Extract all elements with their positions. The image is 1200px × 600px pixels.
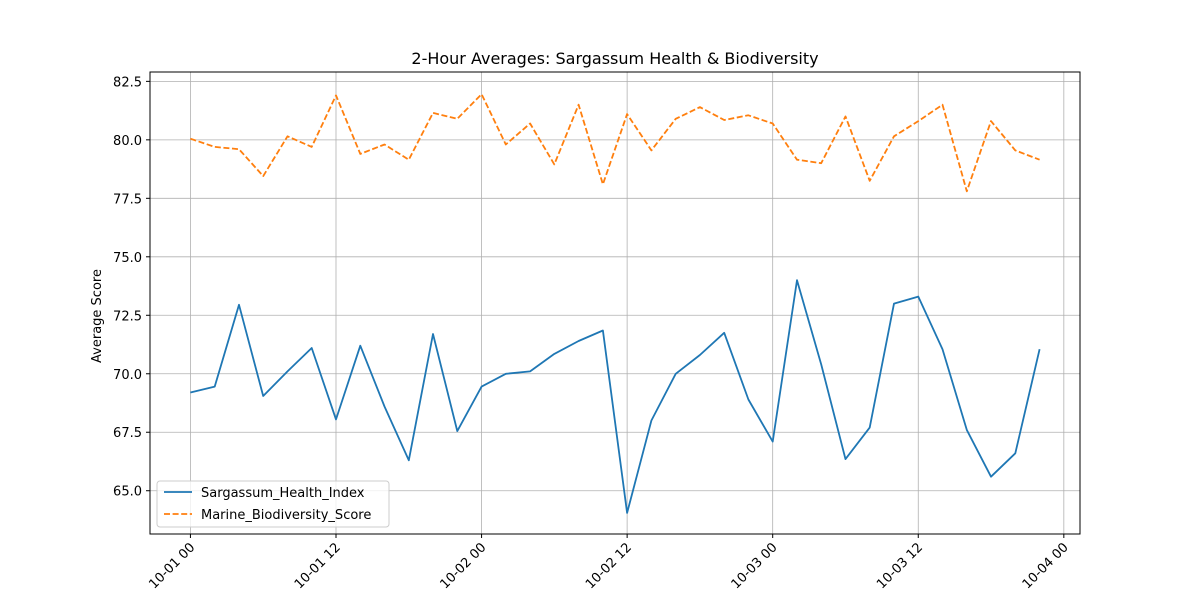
x-tick-label: 10-03 12 [874,540,926,592]
series-line-marine-biodiversity-score [190,93,1040,193]
y-tick-label: 82.5 [113,75,142,90]
series-line-sargassum-health-index [190,279,1041,514]
x-tick-label: 10-01 12 [292,540,344,592]
legend-label-sargassum: Sargassum_Health_Index [201,486,365,501]
y-tick-label: 67.5 [113,426,142,441]
y-axis-ticks: 65.0 67.5 70.0 72.5 75.0 77.5 80.0 82.5 [113,75,150,500]
y-tick-label: 65.0 [113,485,142,500]
x-tick-label: 10-04 00 [1020,540,1072,592]
x-tick-label: 10-02 00 [437,540,489,592]
chart-title: 2-Hour Averages: Sargassum Health & Biod… [411,49,818,68]
y-tick-label: 70.0 [113,368,142,383]
y-tick-label: 80.0 [113,134,142,149]
x-tick-label: 10-03 00 [729,540,781,592]
y-tick-label: 75.0 [113,251,142,266]
x-axis-ticks: 10-01 00 10-01 12 10-02 00 10-02 12 10-03 00… [146,534,1072,592]
gridlines [150,72,1080,534]
legend-label-biodiversity: Marine_Biodiversity_Score [201,508,371,523]
x-tick-label: 10-01 00 [146,540,198,592]
legend: Sargassum_Health_Index Marine_Biodiversi… [156,480,390,528]
x-tick-label: 10-02 12 [583,540,635,592]
y-tick-label: 77.5 [113,192,142,207]
y-tick-label: 72.5 [113,309,142,324]
legend-box [156,480,390,528]
plot-frame [149,71,1081,535]
y-axis-label: Average Score [90,269,105,363]
series-lines [190,93,1041,514]
